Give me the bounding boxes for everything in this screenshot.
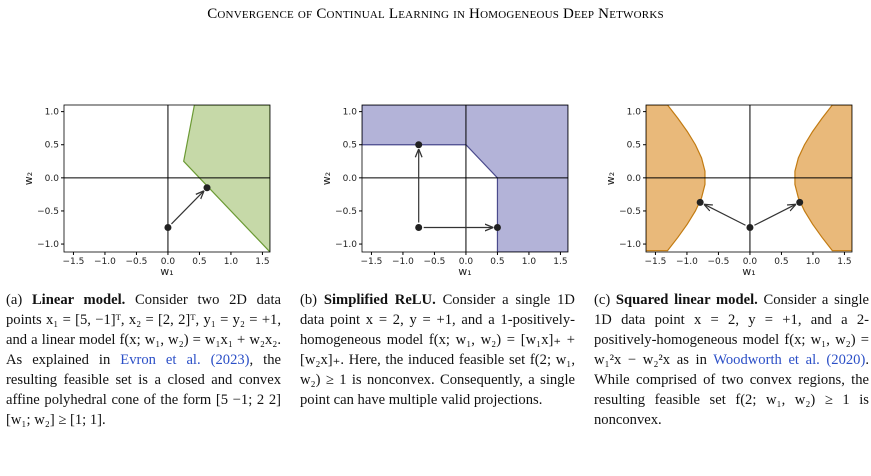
projection-arrow [754, 205, 795, 226]
projection-arrow [171, 191, 203, 225]
x-tick-label: −0.5 [708, 257, 730, 267]
data-point [415, 224, 423, 231]
y-axis-label: w₂ [604, 172, 617, 185]
x-tick-label: 0.5 [490, 257, 504, 267]
y-tick-label: 1.0 [627, 108, 642, 118]
y-axis-label: w₂ [320, 172, 333, 185]
y-tick-label: −0.5 [37, 207, 59, 217]
caption-title: Squared linear model. [615, 292, 758, 308]
y-tick-label: 0.0 [343, 174, 358, 184]
x-axis-label: w₁ [458, 265, 471, 278]
x-tick-label: 0.5 [192, 257, 206, 267]
y-tick-label: −0.5 [619, 207, 641, 217]
axes-frame [645, 104, 853, 253]
caption-title: Linear model. [31, 292, 126, 308]
feasible-region [362, 105, 568, 252]
data-point [696, 198, 704, 206]
caption-body: . While comprised of two convex regions,… [594, 352, 869, 428]
y-tick-label: 0.0 [45, 174, 60, 184]
data-point [203, 184, 211, 192]
caption: (c) Squared linear model. Consider a sin… [594, 290, 869, 430]
x-tick-label: 1.5 [553, 257, 567, 267]
citation[interactable]: Evron et al. (2023) [120, 352, 250, 368]
x-tick-label: 0.0 [161, 257, 176, 267]
x-tick-label: 1.0 [224, 257, 239, 267]
x-tick-label: −1.5 [361, 257, 383, 267]
x-tick-label: −0.5 [424, 257, 446, 267]
y-tick-label: 1.0 [343, 108, 358, 118]
y-tick-label: −0.5 [335, 207, 357, 217]
data-point [746, 224, 754, 231]
running-title: Convergence of Continual Learning in Hom… [207, 6, 664, 22]
x-tick-label: −0.5 [126, 257, 148, 267]
x-tick-label: 0.0 [743, 257, 758, 267]
caption-label: (b) [300, 292, 318, 308]
x-tick-label: −1.0 [94, 257, 116, 267]
y-axis-label: w₂ [22, 172, 35, 185]
x-tick-label: −1.0 [392, 257, 414, 267]
data-point [164, 224, 172, 231]
caption: (a) Linear model. Consider two 2D data p… [6, 290, 281, 430]
x-tick-label: 1.0 [522, 257, 537, 267]
y-tick-label: −1.0 [37, 240, 59, 250]
data-point [796, 198, 804, 206]
plot: −1.5 −1.0 −0.5 0.0 0.5 1.0 1.5 −1.0 −0.5 0.0 0.5 1.… [604, 104, 853, 278]
caption-body: Consider two 2D data points x₁ = [5, −1]… [6, 292, 281, 368]
plot: −1.5 −1.0 −0.5 0.0 0.5 1.0 1.5 −1.0 −0.5 0.0 0.5 1.… [22, 104, 271, 278]
y-tick-label: 0.5 [45, 141, 59, 151]
axes-frame [361, 104, 569, 253]
data-point [415, 141, 423, 149]
x-tick-label: −1.5 [645, 257, 667, 267]
x-tick-label: 0.0 [459, 257, 474, 267]
caption-label: (c) [594, 292, 611, 308]
caption-label: (a) [6, 292, 23, 308]
y-tick-label: −1.0 [335, 240, 357, 250]
citation[interactable]: Woodworth et al. (2020) [713, 352, 866, 368]
x-tick-label: 1.5 [837, 257, 851, 267]
plot: −1.5 −1.0 −0.5 0.0 0.5 1.0 1.5 −1.0 −0.5 0.0 0.5 1.… [320, 104, 569, 278]
caption-body: , the resulting feasible set is a closed… [6, 352, 281, 428]
x-axis-label: w₁ [742, 265, 755, 278]
y-tick-label: 0.5 [343, 141, 357, 151]
y-tick-label: −1.0 [619, 240, 641, 250]
y-tick-label: 0.0 [627, 174, 642, 184]
x-tick-label: 1.0 [806, 257, 821, 267]
x-tick-label: −1.5 [63, 257, 85, 267]
y-tick-label: 0.5 [627, 141, 641, 151]
y-tick-label: 1.0 [45, 108, 60, 118]
feasible-region [183, 105, 270, 252]
x-tick-label: 1.5 [255, 257, 269, 267]
x-axis-label: w₁ [160, 265, 173, 278]
axes-frame [63, 104, 271, 253]
data-point [493, 224, 501, 231]
caption-body: Consider a single 1D data point x = 2, y… [300, 292, 575, 408]
caption-title: Simplified ReLU. [323, 292, 436, 308]
caption: (b) Simplified ReLU. Consider a single 1… [300, 290, 575, 410]
plot-area [362, 105, 568, 252]
x-tick-label: 0.5 [774, 257, 788, 267]
x-tick-label: −1.0 [676, 257, 698, 267]
figure: −1.5 −1.0 −0.5 0.0 0.5 1.0 1.5 −1.0 −0.5 0.0 0.5 1.… [22, 104, 853, 278]
caption-body: Consider a single 1D data point x = 2, y… [594, 292, 869, 368]
plot-area [646, 105, 852, 252]
projection-arrow [705, 205, 746, 226]
